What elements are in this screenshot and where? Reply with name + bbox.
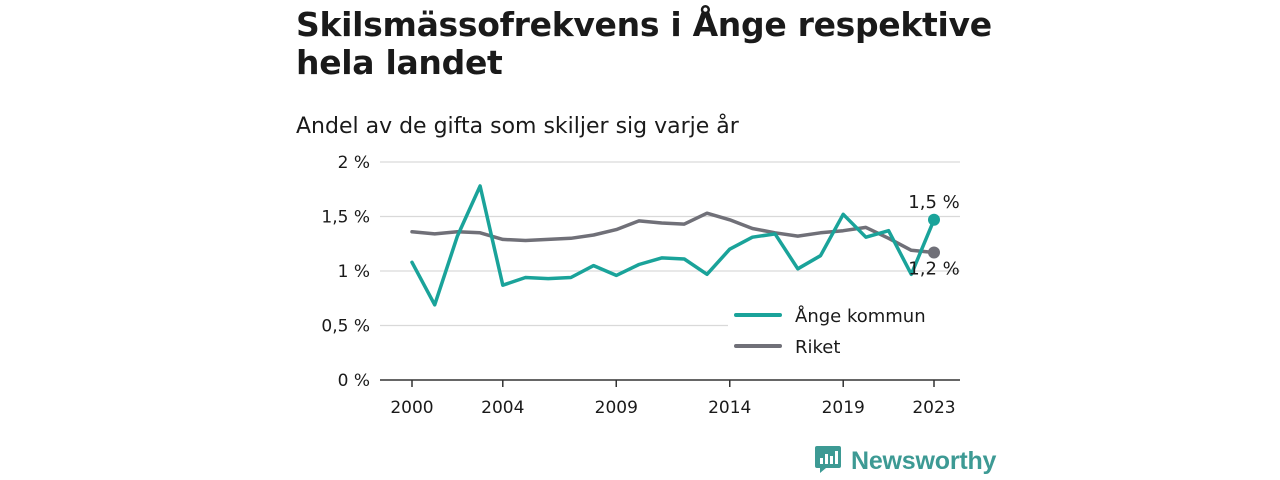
brand-name: Newsworthy bbox=[851, 446, 997, 475]
x-tick-label: 2004 bbox=[481, 398, 524, 418]
end-label-riket: 1,2 % bbox=[908, 258, 959, 279]
chart-subtitle: Andel av de gifta som skiljer sig varje … bbox=[296, 114, 739, 139]
series-lines bbox=[410, 184, 940, 307]
x-axis-ticks: 2000 2004 2009 2014 2019 2023 bbox=[390, 380, 956, 418]
x-tick-label: 2023 bbox=[912, 398, 955, 418]
brand-logo: Newsworthy bbox=[814, 444, 996, 478]
legend-label-riket: Riket bbox=[795, 337, 840, 358]
x-tick-label: 2019 bbox=[822, 398, 865, 418]
y-tick-label: 1 % bbox=[338, 262, 370, 282]
y-axis-tick-labels: 0 % 0,5 % 1 % 1,5 % 2 % bbox=[321, 153, 370, 391]
end-label-ange: 1,5 % bbox=[908, 192, 959, 213]
series-line-ange bbox=[410, 184, 936, 307]
series-line-riket bbox=[410, 211, 936, 255]
legend: Ånge kommun Riket bbox=[728, 298, 960, 366]
chart-title: Skilsmässofrekvens i Ånge respektive hel… bbox=[296, 5, 992, 82]
x-tick-label: 2000 bbox=[390, 398, 433, 418]
legend-label-ange: Ånge kommun bbox=[795, 305, 926, 327]
y-tick-label: 0,5 % bbox=[321, 317, 370, 337]
y-tick-label: 0 % bbox=[338, 371, 370, 391]
x-tick-label: 2009 bbox=[595, 398, 638, 418]
x-tick-label: 2014 bbox=[708, 398, 751, 418]
end-labels: 1,5 % 1,2 % bbox=[908, 192, 959, 280]
y-tick-label: 1,5 % bbox=[321, 208, 370, 228]
newsworthy-logo-icon bbox=[814, 444, 842, 478]
legend-background bbox=[728, 298, 960, 366]
end-point-riket bbox=[928, 246, 940, 259]
end-point-ange bbox=[928, 213, 940, 226]
y-tick-label: 2 % bbox=[338, 153, 370, 173]
